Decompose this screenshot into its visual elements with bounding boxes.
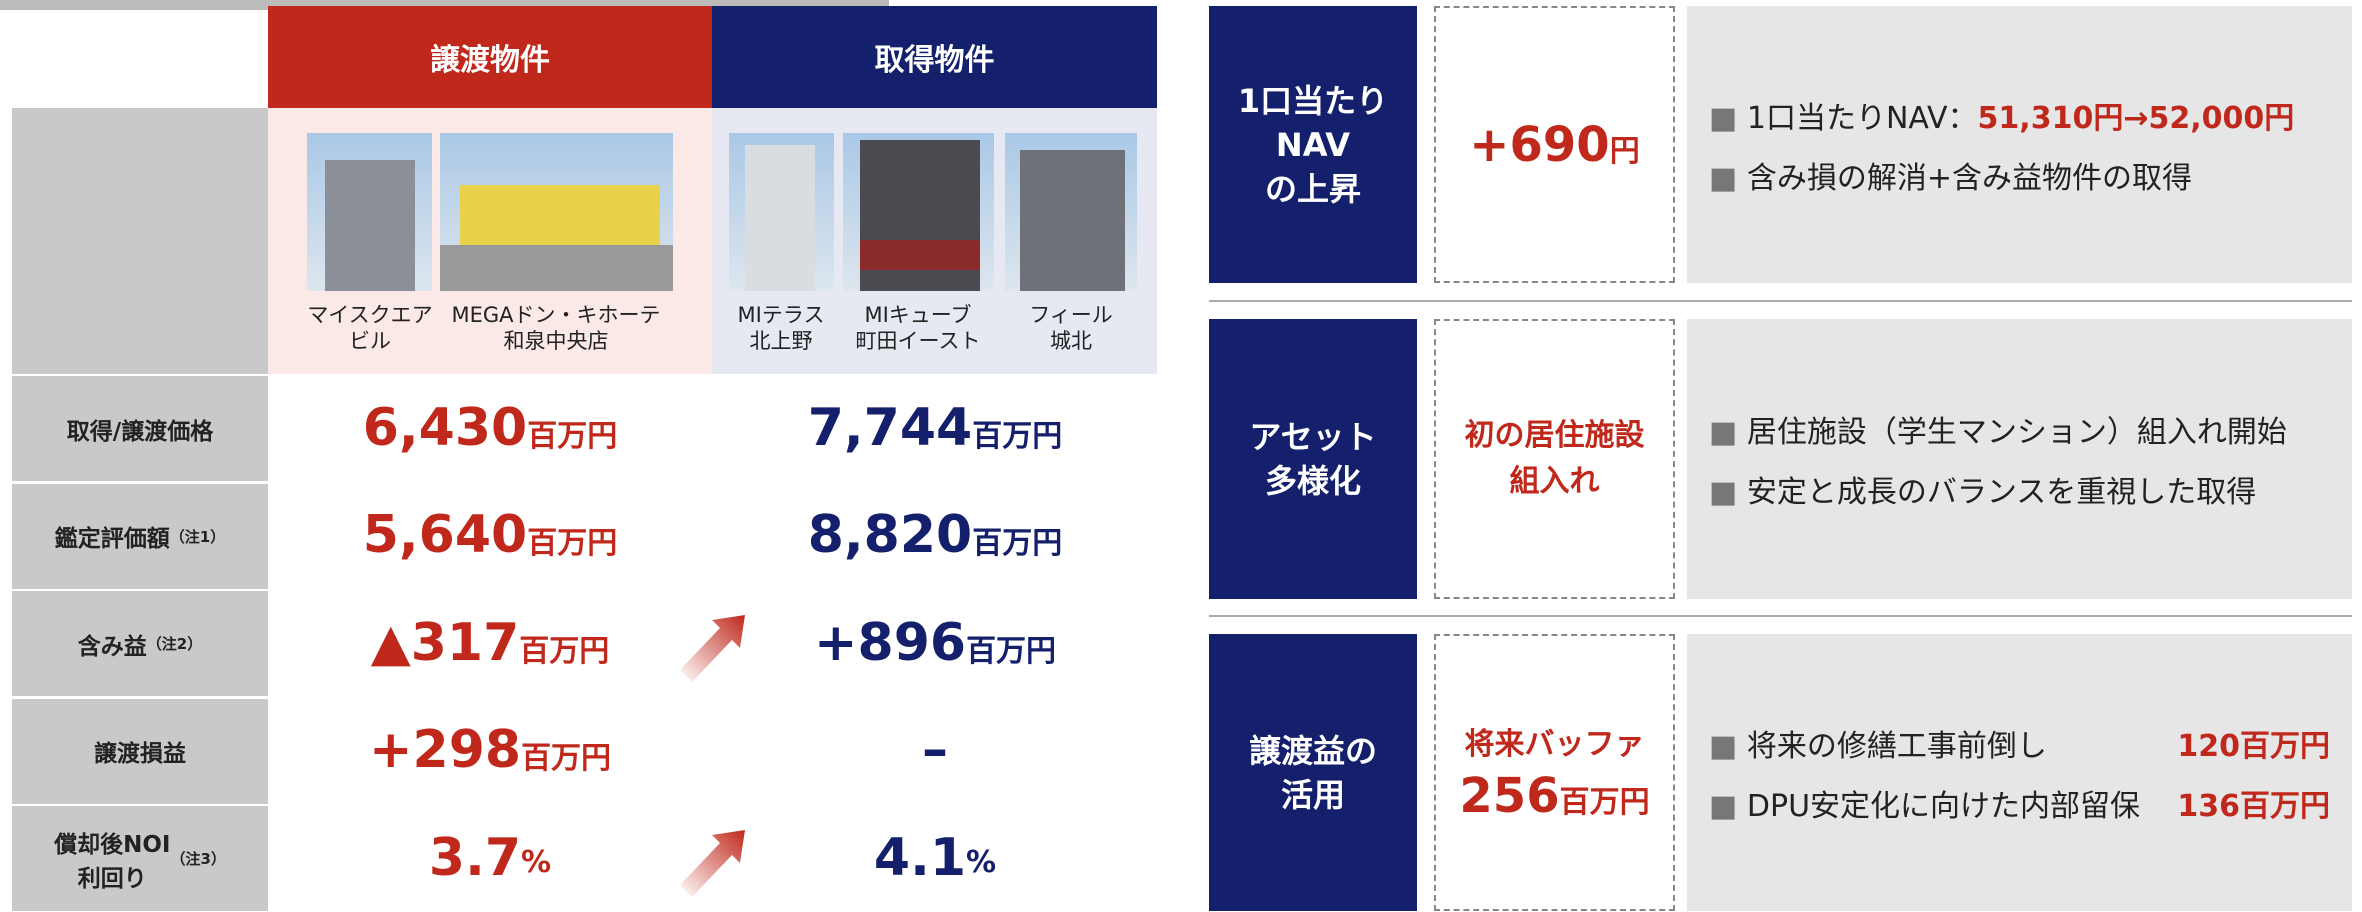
header-acquired: 取得物件 <box>712 6 1157 108</box>
row-label-text: 鑑定評価額 <box>54 526 170 552</box>
value-cell: 7,744 百万円 <box>715 374 1155 481</box>
highlight-text: 初の居住施設 組入れ <box>1464 418 1645 499</box>
unit: % <box>966 845 997 880</box>
bullet-text: 将来の修繕工事前倒し <box>1709 721 2047 765</box>
property-name: フィール 城北 <box>1029 303 1113 353</box>
bullet-text: 1口当たりNAV： <box>1709 93 1978 137</box>
value: 4.1 <box>873 827 967 888</box>
value-cell: 3.7% <box>270 804 710 911</box>
row-line <box>0 4 889 6</box>
value: 6,430 <box>362 397 528 458</box>
row-label: 含み益 （注2） <box>12 589 268 696</box>
row-label-text: 償却後NOI 利回り <box>54 831 171 892</box>
bullet-red: 120百万円 <box>2177 728 2330 764</box>
row-label-text: 譲渡損益 <box>94 741 186 767</box>
bullet: 含み損の解消+含み益物件の取得 <box>1709 153 2330 197</box>
block-title: アセット 多様化 <box>1209 319 1417 599</box>
unit: % <box>521 845 552 880</box>
bullet: 将来の修繕工事前倒し 120百万円 <box>1709 721 2330 765</box>
highlight-value: +690 <box>1469 116 1610 173</box>
value: – <box>922 720 948 780</box>
property-name: MIテラス 北上野 <box>737 303 825 353</box>
row-label: 取得/譲渡価格 <box>12 374 268 481</box>
row-label: 鑑定評価額 （注1） <box>12 481 268 589</box>
unit: 百万円 <box>521 741 612 776</box>
row-line <box>0 2 889 4</box>
row-note: （注3） <box>170 850 226 868</box>
unit: 百万円 <box>527 418 618 454</box>
row-note: （注1） <box>169 527 226 546</box>
block-title: 譲渡益の 活用 <box>1209 634 1417 911</box>
value: +896 <box>813 612 967 673</box>
value: +298 <box>368 720 522 780</box>
label-column-photo <box>12 108 268 374</box>
highlight-unit: 百万円 <box>1559 784 1650 820</box>
block-detail: 将来の修繕工事前倒し 120百万円 DPU安定化に向けた内部留保 136百万円 <box>1687 634 2352 911</box>
bullet-text: DPU安定化に向けた内部留保 <box>1709 781 2140 825</box>
value-cell: 5,640 百万円 <box>270 482 710 589</box>
highlight-value-row: 256 百万円 <box>1459 768 1649 824</box>
bullet-red: 136百万円 <box>2177 788 2330 824</box>
value: 5,640 <box>362 505 528 565</box>
row-label: 償却後NOI 利回り （注3） <box>12 804 268 911</box>
block-title: 1口当たり NAV の上昇 <box>1209 6 1417 283</box>
bullet-text: 含み損の解消+含み益物件の取得 <box>1709 153 2192 197</box>
block-highlight: 将来バッファ 256 百万円 <box>1434 634 1675 911</box>
highlight-value-row: +690 円 <box>1469 117 1639 173</box>
bullet: 安定と成長のバランスを重視した取得 <box>1709 467 2330 511</box>
property-name: マイスクエア ビル <box>307 303 433 353</box>
arrow <box>680 830 745 897</box>
header-transfer: 譲渡物件 <box>268 6 712 108</box>
row-label-text: 含み益 <box>77 633 147 660</box>
property-name: MEGAドン・キホーテ 和泉中央店 <box>451 303 661 353</box>
highlight-value: 256 <box>1459 767 1560 824</box>
value-cell: – <box>715 697 1155 804</box>
bullet-red: 51,310円→52,000円 <box>1977 100 2295 136</box>
unit: 百万円 <box>966 633 1057 669</box>
block-highlight: +690 円 <box>1434 6 1675 283</box>
value-cell: 8,820 百万円 <box>715 482 1155 589</box>
row-line <box>0 0 889 2</box>
highlight-unit: 円 <box>1609 133 1640 169</box>
bullet-text: 居住施設（学生マンション）組入れ開始 <box>1709 407 2287 451</box>
block-detail: 居住施設（学生マンション）組入れ開始安定と成長のバランスを重視した取得 <box>1687 319 2352 599</box>
bullet-text: 安定と成長のバランスを重視した取得 <box>1709 467 2256 511</box>
row-label: 譲渡損益 <box>12 696 268 804</box>
block-detail: 1口当たりNAV：51,310円→52,000円含み損の解消+含み益物件の取得 <box>1687 6 2352 283</box>
unit: 百万円 <box>527 526 618 561</box>
value: ▲317 <box>370 612 520 673</box>
value-cell: 6,430 百万円 <box>270 374 710 481</box>
value-cell: ▲317 百万円 <box>270 589 710 696</box>
block-highlight: 初の居住施設 組入れ <box>1434 319 1675 599</box>
value-cell: +896 百万円 <box>715 589 1155 696</box>
row-note: （注2） <box>146 635 203 653</box>
bullet: DPU安定化に向けた内部留保 136百万円 <box>1709 781 2330 825</box>
arrow <box>680 615 745 682</box>
value: 3.7 <box>428 827 522 888</box>
photos <box>307 133 1137 291</box>
row-label-text: 取得/譲渡価格 <box>66 418 214 445</box>
bullet: 居住施設（学生マンション）組入れ開始 <box>1709 407 2330 451</box>
bullet: 1口当たりNAV：51,310円→52,000円 <box>1709 93 2330 137</box>
value: 8,820 <box>807 505 973 565</box>
value-cell: 4.1% <box>715 804 1155 911</box>
property-name: MIキューブ 町田イースト <box>855 303 981 353</box>
highlight-text: 将来バッファ <box>1464 726 1645 762</box>
unit: 百万円 <box>972 418 1063 454</box>
unit: 百万円 <box>519 633 610 669</box>
unit: 百万円 <box>972 526 1063 561</box>
value-cell: +298 百万円 <box>270 697 710 804</box>
value: 7,744 <box>807 397 973 458</box>
